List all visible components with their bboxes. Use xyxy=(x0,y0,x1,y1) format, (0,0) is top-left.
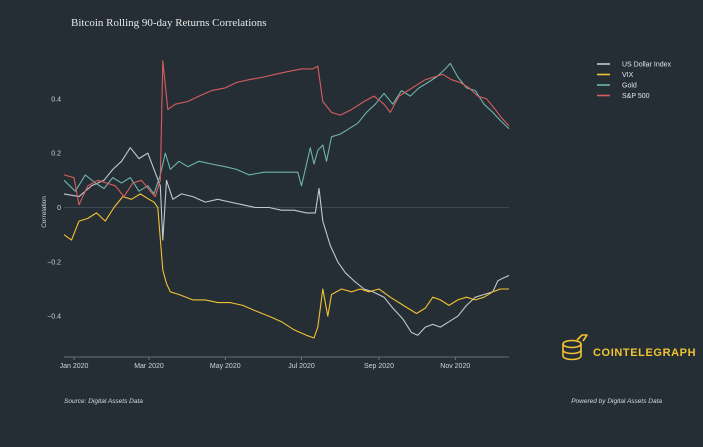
y-tick-label: 0.4 xyxy=(51,96,61,103)
powered-by-note: Powered by Digital Assets Data xyxy=(571,398,662,405)
y-axis-label: Correlation xyxy=(41,196,48,228)
x-axis: Jan 2020 Mar 2020 May 2020 Jul 2020 Sep 2020… xyxy=(60,357,470,370)
chart-title: Bitcoin Rolling 90-day Returns Correlati… xyxy=(71,17,267,29)
series-line-vix xyxy=(63,193,509,339)
y-tick-label: −0.4 xyxy=(47,314,61,321)
series-line-us-dollar-index xyxy=(63,147,510,336)
x-tick-label: May 2020 xyxy=(210,363,241,370)
y-tick-label: −0.2 xyxy=(47,259,61,266)
source-note: Source: Digital Assets Data xyxy=(64,398,143,405)
x-tick-label: Jul 2020 xyxy=(288,363,315,370)
y-axis: −0.4 −0.2 0 0.2 0.4 xyxy=(47,96,61,320)
brand-name: COINTELEGRAPH xyxy=(593,347,696,359)
legend-label: S&P 500 xyxy=(622,93,650,100)
x-tick-label: Mar 2020 xyxy=(134,363,164,370)
x-tick-label: Jan 2020 xyxy=(60,363,89,370)
x-tick-label: Nov 2020 xyxy=(440,363,470,370)
series-line-s-p-500 xyxy=(63,60,510,206)
legend-label: VIX xyxy=(622,72,634,79)
legend-label: Gold xyxy=(622,83,637,90)
cointelegraph-coin-stack-icon xyxy=(562,334,588,361)
plot-area: Jan 2020 Mar 2020 May 2020 Jul 2020 Sep 2020… xyxy=(47,60,510,370)
series-layer xyxy=(63,60,510,339)
y-tick-label: 0.2 xyxy=(51,151,61,158)
legend-label: US Dollar Index xyxy=(622,62,672,69)
x-tick-label: Sep 2020 xyxy=(364,363,394,370)
y-tick-label: 0 xyxy=(57,205,61,212)
brand-logo: COINTELEGRAPH xyxy=(562,334,696,361)
series-line-gold xyxy=(63,62,510,195)
legend: US Dollar Index VIX Gold S&P 500 xyxy=(597,62,672,100)
